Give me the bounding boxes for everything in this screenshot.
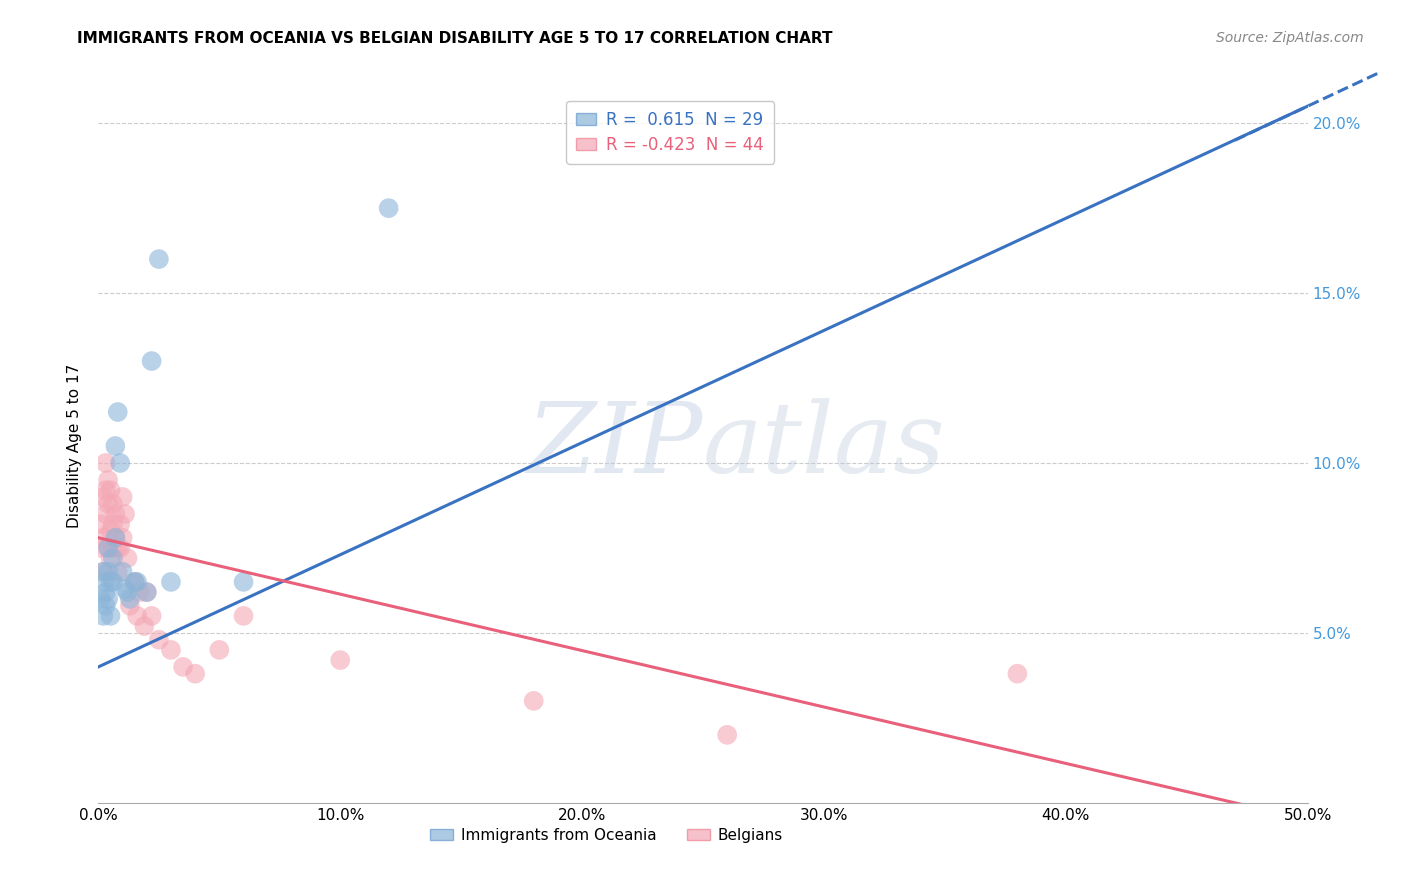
Point <box>97 541 120 555</box>
Point <box>104 507 127 521</box>
Point <box>97 591 120 606</box>
Point <box>101 517 124 532</box>
Point <box>124 574 146 589</box>
Text: atlas: atlas <box>703 399 946 493</box>
Point <box>94 585 117 599</box>
Point <box>101 574 124 589</box>
Point <box>1007 666 1029 681</box>
Point <box>94 456 117 470</box>
Point <box>91 490 114 504</box>
Point <box>107 541 129 555</box>
Point <box>108 517 131 532</box>
Point <box>160 643 183 657</box>
Point <box>127 608 149 623</box>
Point <box>100 608 122 623</box>
Point <box>100 524 122 538</box>
Point <box>100 483 122 498</box>
Point <box>90 517 112 532</box>
Point <box>160 574 183 589</box>
Point <box>117 551 139 566</box>
Legend: Immigrants from Oceania, Belgians: Immigrants from Oceania, Belgians <box>423 822 789 848</box>
Point <box>232 574 254 589</box>
Y-axis label: Disability Age 5 to 17: Disability Age 5 to 17 <box>67 364 83 528</box>
Point <box>111 531 134 545</box>
Point <box>208 643 231 657</box>
Point <box>90 591 112 606</box>
Point <box>108 541 131 555</box>
Point <box>716 728 738 742</box>
Point <box>111 490 134 504</box>
Point <box>141 608 163 623</box>
Point <box>127 574 149 589</box>
Point <box>114 582 136 596</box>
Point <box>128 585 150 599</box>
Point <box>91 608 114 623</box>
Point <box>141 354 163 368</box>
Point <box>90 541 112 555</box>
Point <box>172 660 194 674</box>
Point <box>148 252 170 266</box>
Point <box>94 507 117 521</box>
Text: Source: ZipAtlas.com: Source: ZipAtlas.com <box>1216 31 1364 45</box>
Point <box>97 497 120 511</box>
Point <box>111 565 134 579</box>
Text: ZIP: ZIP <box>527 399 703 493</box>
Point <box>91 565 114 579</box>
Point <box>232 608 254 623</box>
Point <box>101 551 124 566</box>
Point <box>91 565 114 579</box>
Point <box>97 541 120 555</box>
Point <box>91 531 114 545</box>
Point <box>104 531 127 545</box>
Point <box>135 585 157 599</box>
Point <box>114 507 136 521</box>
Point <box>184 666 207 681</box>
Point <box>108 456 131 470</box>
Point <box>104 531 127 545</box>
Point <box>94 574 117 589</box>
Point <box>523 694 546 708</box>
Point <box>100 574 122 589</box>
Text: IMMIGRANTS FROM OCEANIA VS BELGIAN DISABILITY AGE 5 TO 17 CORRELATION CHART: IMMIGRANTS FROM OCEANIA VS BELGIAN DISAB… <box>77 31 832 46</box>
Point <box>101 497 124 511</box>
Point <box>117 585 139 599</box>
Point <box>100 551 122 566</box>
Point <box>94 483 117 498</box>
Point <box>94 599 117 613</box>
Point <box>148 632 170 647</box>
Point <box>104 439 127 453</box>
Point <box>118 599 141 613</box>
Point <box>329 653 352 667</box>
Point <box>134 619 156 633</box>
Point <box>107 405 129 419</box>
Point <box>107 565 129 579</box>
Point <box>97 565 120 579</box>
Point <box>97 473 120 487</box>
Point <box>118 591 141 606</box>
Point <box>124 574 146 589</box>
Point <box>101 541 124 555</box>
Point <box>377 201 399 215</box>
Point <box>135 585 157 599</box>
